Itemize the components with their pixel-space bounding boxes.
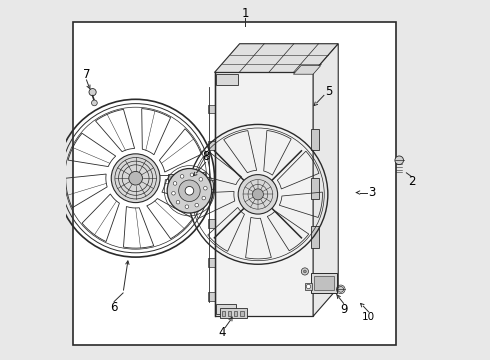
Circle shape [306, 284, 311, 289]
Bar [208, 292, 215, 301]
Circle shape [338, 287, 343, 292]
Text: 5: 5 [325, 85, 333, 98]
Polygon shape [294, 66, 320, 74]
Bar [240, 311, 244, 316]
Text: 3: 3 [368, 186, 376, 199]
Text: 4: 4 [218, 326, 225, 339]
Circle shape [199, 177, 203, 181]
Circle shape [176, 201, 180, 204]
Polygon shape [215, 44, 338, 72]
Bar [208, 219, 215, 228]
Text: 1: 1 [241, 7, 249, 20]
Circle shape [252, 189, 264, 200]
Circle shape [172, 192, 175, 195]
Circle shape [203, 186, 207, 190]
Bar [220, 308, 247, 318]
Circle shape [303, 270, 306, 273]
Bar [314, 276, 334, 290]
Text: 9: 9 [340, 303, 347, 316]
Circle shape [185, 205, 189, 208]
Bar [208, 105, 215, 113]
Circle shape [238, 175, 278, 214]
Circle shape [195, 203, 198, 207]
Bar [311, 178, 319, 199]
Bar [168, 174, 174, 182]
Circle shape [202, 196, 206, 200]
Text: 8: 8 [202, 150, 209, 163]
Circle shape [179, 180, 200, 202]
Circle shape [301, 268, 309, 275]
Circle shape [167, 168, 212, 213]
Circle shape [395, 156, 403, 165]
Polygon shape [216, 74, 238, 85]
Polygon shape [313, 44, 338, 316]
Text: 6: 6 [110, 301, 118, 314]
Bar [311, 226, 319, 248]
Bar [311, 273, 337, 293]
Text: 2: 2 [408, 175, 416, 188]
Circle shape [190, 173, 194, 177]
Circle shape [89, 89, 96, 96]
Bar [208, 180, 215, 189]
Text: 10: 10 [362, 312, 375, 322]
Circle shape [180, 175, 184, 178]
Bar [305, 283, 312, 290]
Polygon shape [215, 72, 313, 316]
Text: 7: 7 [83, 68, 90, 81]
Circle shape [111, 154, 160, 203]
Bar [234, 311, 238, 316]
Circle shape [92, 100, 97, 106]
Bar [228, 311, 231, 316]
Polygon shape [216, 304, 236, 315]
Bar [208, 258, 215, 267]
Circle shape [129, 171, 143, 185]
Bar [311, 129, 319, 150]
Bar [208, 141, 215, 150]
Bar [221, 311, 225, 316]
Circle shape [185, 186, 194, 195]
Circle shape [173, 182, 177, 185]
